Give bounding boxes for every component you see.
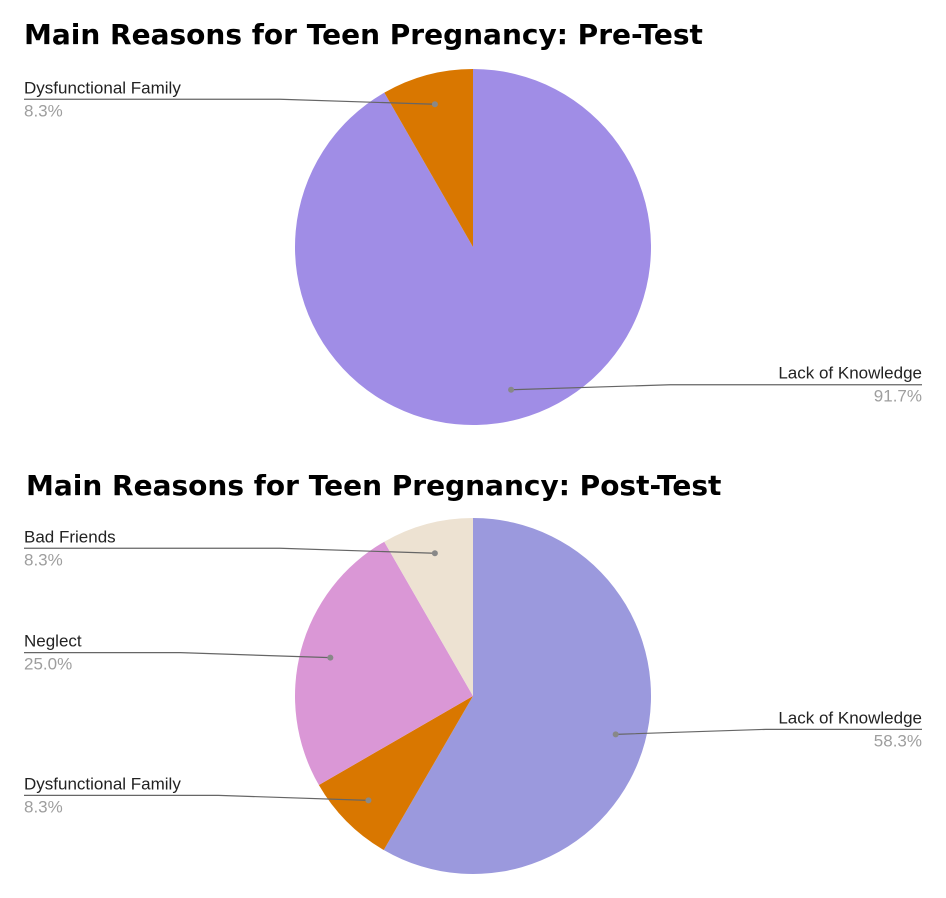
- pie-slice-lack-of-knowledge: [383, 518, 652, 874]
- slice-annotation: Neglect 25.0%: [24, 632, 334, 674]
- slice-annotation: Lack of Knowledge 91.7%: [508, 364, 922, 406]
- chart-title: Main Reasons for Teen Pregnancy: Pre-Tes…: [24, 18, 703, 51]
- slice-label: Lack of Knowledge: [778, 708, 922, 727]
- pie-slice-bad-friends: [384, 518, 473, 696]
- post-test-chart: Main Reasons for Teen Pregnancy: Post-Te…: [0, 449, 946, 898]
- slice-annotation: Bad Friends 8.3%: [24, 527, 438, 569]
- leader-dot: [327, 654, 334, 661]
- pie-slice-lack-of-knowledge: [294, 69, 651, 426]
- slice-percent: 25.0%: [24, 655, 72, 674]
- slice-percent: 58.3%: [874, 731, 922, 750]
- chart-title: Main Reasons for Teen Pregnancy: Post-Te…: [26, 469, 722, 502]
- pie-slice-dysfunctional-family: [318, 696, 473, 851]
- leader-dot: [431, 101, 438, 108]
- pre-test-chart: Main Reasons for Teen Pregnancy: Pre-Tes…: [24, 18, 922, 426]
- leader-dot: [365, 797, 372, 804]
- slice-percent: 8.3%: [24, 550, 63, 569]
- pre-test-pie: Lack of Knowledge 91.7% Dysfunctional Fami…: [24, 69, 922, 426]
- leader-dot: [508, 386, 515, 393]
- slice-label: Lack of Knowledge: [778, 364, 922, 383]
- slice-label: Dysfunctional Family: [24, 774, 181, 793]
- slice-annotation: Dysfunctional Family 8.3%: [24, 78, 438, 120]
- slice-label: Bad Friends: [24, 527, 116, 546]
- slice-annotation: Lack of Knowledge 58.3%: [612, 708, 922, 750]
- slice-percent: 8.3%: [24, 797, 63, 816]
- pie-slice-dysfunctional-family: [384, 69, 473, 247]
- slice-percent: 8.3%: [24, 101, 63, 120]
- slice-label: Dysfunctional Family: [24, 78, 181, 97]
- slice-annotation: Dysfunctional Family 8.3%: [24, 774, 372, 816]
- post-test-pie: Lack of Knowledge 58.3% Dysfunctional Fami…: [24, 518, 922, 874]
- leader-dot: [431, 550, 438, 557]
- pie-slice-neglect: [295, 541, 473, 785]
- slice-percent: 91.7%: [874, 387, 922, 406]
- leader-dot: [612, 731, 619, 738]
- slice-label: Neglect: [24, 632, 82, 651]
